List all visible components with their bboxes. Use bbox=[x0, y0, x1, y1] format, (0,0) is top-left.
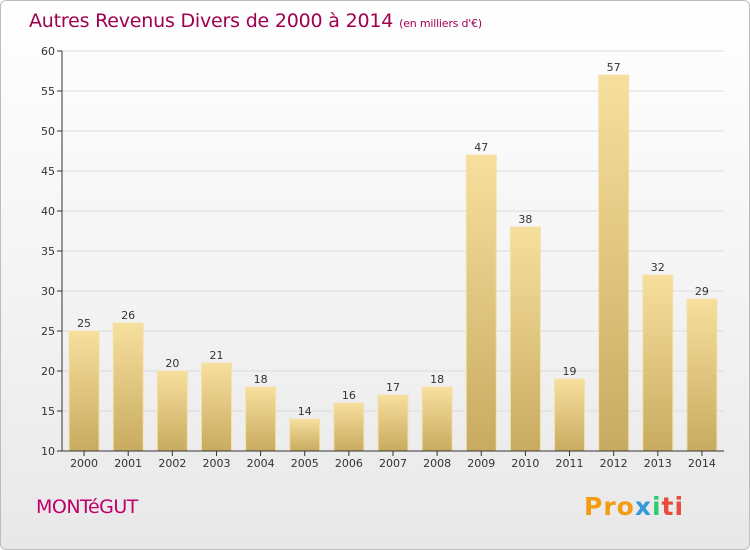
bar bbox=[554, 378, 586, 452]
bar-value-label: 32 bbox=[651, 261, 665, 274]
chart-title: Autres Revenus Divers de 2000 à 2014 (en … bbox=[29, 10, 482, 32]
x-tick-label: 2012 bbox=[600, 457, 628, 470]
bar bbox=[509, 226, 541, 452]
bar bbox=[289, 418, 321, 452]
x-tick-label: 2005 bbox=[291, 457, 319, 470]
x-tick-label: 2003 bbox=[202, 457, 230, 470]
axes: 10 15 20 25 30 35 40 45 50 55 60 2000 2001 2002 2003 20… bbox=[41, 45, 724, 470]
y-tick-label: 55 bbox=[41, 85, 55, 98]
y-tick-label: 40 bbox=[41, 205, 55, 218]
bar-value-label: 17 bbox=[386, 381, 400, 394]
bar bbox=[377, 394, 409, 452]
x-tick-label: 2014 bbox=[688, 457, 716, 470]
bar bbox=[421, 386, 453, 452]
y-tick-label: 30 bbox=[41, 285, 55, 298]
x-tick-label: 2007 bbox=[379, 457, 407, 470]
bar bbox=[465, 154, 497, 452]
bar-value-label: 47 bbox=[474, 141, 488, 154]
y-tick-label: 45 bbox=[41, 165, 55, 178]
bar-value-label: 16 bbox=[342, 389, 356, 402]
x-tick-label: 2010 bbox=[511, 457, 539, 470]
bar-value-label: 19 bbox=[563, 365, 577, 378]
y-tick-label: 15 bbox=[41, 405, 55, 418]
x-tick-label: 2013 bbox=[644, 457, 672, 470]
bar bbox=[598, 74, 630, 452]
bars: 25 26 20 21 18 14 16 17 18 47 38 19 57 32 29 bbox=[68, 61, 718, 452]
bar bbox=[642, 274, 674, 452]
x-tick-label: 2000 bbox=[70, 457, 98, 470]
bar-value-label: 20 bbox=[165, 357, 179, 370]
bar bbox=[156, 370, 188, 452]
x-tick-label: 2002 bbox=[158, 457, 186, 470]
x-tick-label: 2009 bbox=[467, 457, 495, 470]
bar bbox=[68, 330, 100, 452]
bar bbox=[200, 362, 232, 452]
proxiti-logo: Proxiti bbox=[584, 492, 685, 521]
bar-value-label: 21 bbox=[209, 349, 223, 362]
y-tick-label: 10 bbox=[41, 445, 55, 458]
title-unit: (en milliers d'€) bbox=[399, 17, 483, 30]
bar-value-label: 18 bbox=[430, 373, 444, 386]
commune-name: MONTéGUT bbox=[36, 496, 138, 518]
x-tick-label: 2004 bbox=[247, 457, 275, 470]
bar-value-label: 29 bbox=[695, 285, 709, 298]
bar bbox=[333, 402, 365, 452]
x-tick-label: 2006 bbox=[335, 457, 363, 470]
bar bbox=[245, 386, 277, 452]
bar-value-label: 26 bbox=[121, 309, 135, 322]
x-tick-label: 2008 bbox=[423, 457, 451, 470]
y-tick-label: 20 bbox=[41, 365, 55, 378]
y-tick-label: 35 bbox=[41, 245, 55, 258]
y-tick-label: 50 bbox=[41, 125, 55, 138]
bar bbox=[686, 298, 718, 452]
y-tick-label: 60 bbox=[41, 45, 55, 58]
bar-value-label: 57 bbox=[607, 61, 621, 74]
x-tick-label: 2001 bbox=[114, 457, 142, 470]
x-tick-label: 2011 bbox=[556, 457, 584, 470]
title-text: Autres Revenus Divers de 2000 à 2014 bbox=[29, 10, 394, 32]
bar bbox=[112, 322, 144, 452]
bar-value-label: 14 bbox=[298, 405, 312, 418]
bar-value-label: 25 bbox=[77, 317, 91, 330]
y-tick-label: 25 bbox=[41, 325, 55, 338]
bar-value-label: 38 bbox=[518, 213, 532, 226]
bar-value-label: 18 bbox=[254, 373, 268, 386]
